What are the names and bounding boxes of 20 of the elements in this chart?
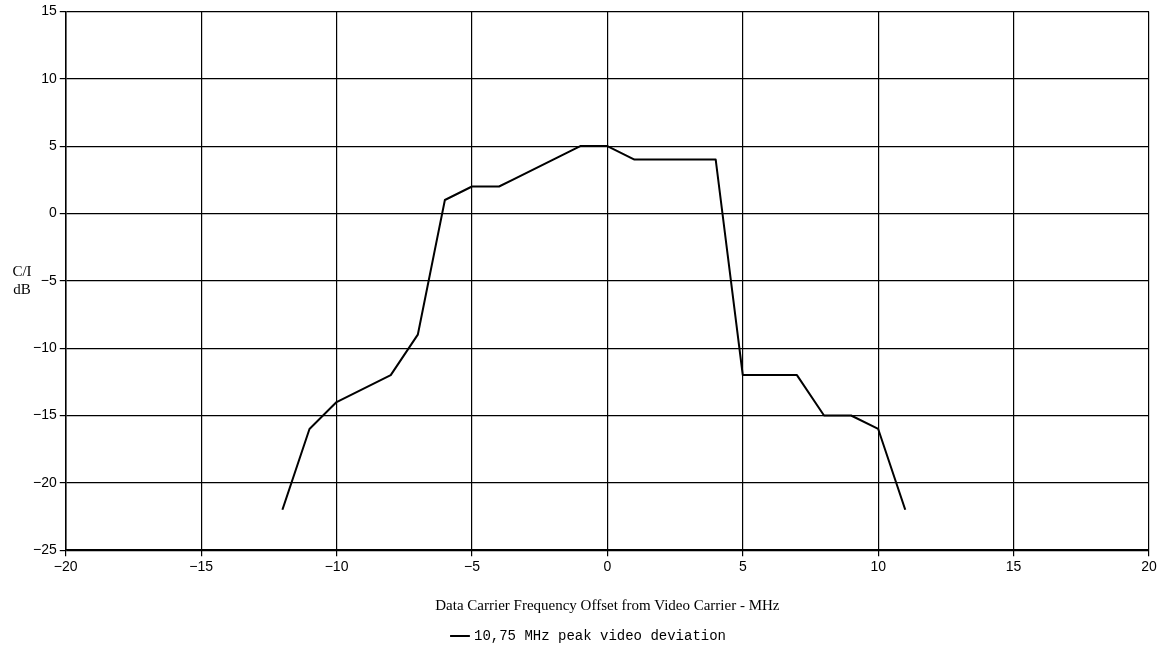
y-tick-label: −20	[33, 473, 57, 490]
y-tick-label: −15	[33, 406, 57, 423]
x-tick-label: −5	[463, 558, 481, 575]
x-tick-label: −10	[324, 558, 349, 575]
y-tick-label: 5	[48, 136, 57, 153]
y-axis-title: C/I dB	[12, 262, 32, 297]
x-tick-label: 10	[870, 558, 887, 575]
y-tick-label: 15	[41, 2, 57, 19]
y-tick-label: −25	[33, 541, 57, 558]
y-tick-label: −5	[40, 271, 57, 288]
legend-label: 10,75 MHz peak video deviation	[473, 627, 727, 644]
y-tick-label: 10	[41, 69, 57, 86]
x-tick-label: 15	[1005, 558, 1022, 575]
x-tick-label: 5	[738, 558, 747, 575]
x-tick-label: −15	[189, 558, 214, 575]
y-tick-label: −10	[33, 339, 57, 356]
x-tick-label: 20	[1141, 558, 1157, 575]
x-axis-title: Data Carrier Frequency Offset from Video Carrier - MHz	[435, 596, 780, 613]
y-tick-label: 0	[48, 204, 57, 221]
x-tick-label: 0	[603, 558, 612, 575]
